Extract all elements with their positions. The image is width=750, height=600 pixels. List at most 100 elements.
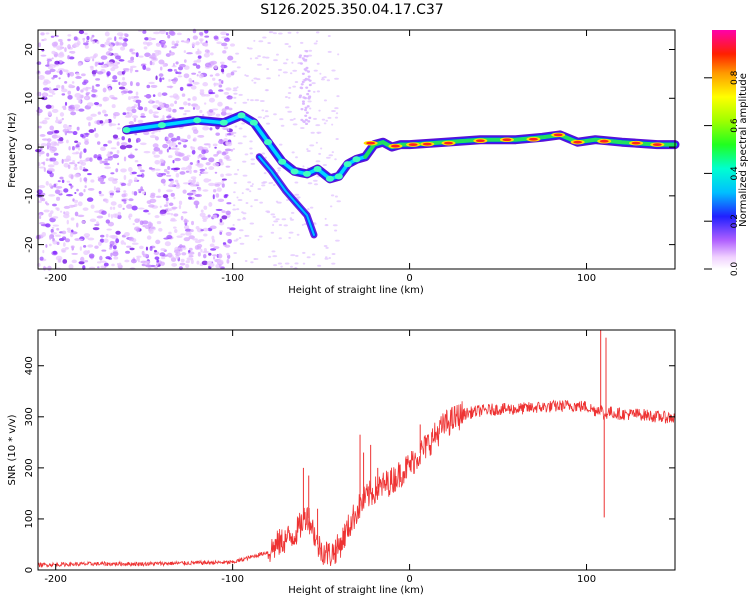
noise-speck <box>42 249 45 254</box>
noise-speck <box>273 264 278 267</box>
noise-speck <box>44 93 47 98</box>
noise-speck <box>196 58 202 63</box>
noise-speck <box>327 34 331 37</box>
noise-speck <box>197 135 205 138</box>
noise-speck <box>76 222 79 228</box>
noise-speck <box>225 33 230 36</box>
noise-speck <box>202 189 209 192</box>
noise-speck <box>328 154 334 157</box>
noise-speck <box>152 104 159 109</box>
noise-speck <box>44 117 50 120</box>
noise-speck <box>315 40 318 43</box>
noise-speck <box>175 173 180 178</box>
noise-speck <box>146 235 152 240</box>
noise-speck <box>166 136 170 140</box>
noise-speck <box>53 152 59 156</box>
noise-speck <box>281 218 287 221</box>
noise-speck <box>159 158 165 163</box>
ridge-hotspot-core <box>390 144 400 148</box>
noise-speck <box>337 53 340 56</box>
noise-speck <box>203 52 210 58</box>
snr-y-label: SNR (10 * v/v) <box>7 414 18 485</box>
noise-speck <box>110 172 115 175</box>
noise-speck <box>253 81 257 84</box>
noise-speck <box>124 259 130 263</box>
noise-speck <box>68 264 74 270</box>
noise-speck <box>259 201 263 204</box>
noise-speck <box>92 73 96 77</box>
noise-speck <box>173 226 177 229</box>
noise-speck <box>166 148 169 153</box>
noise-speck <box>331 151 334 154</box>
noise-speck <box>52 216 59 219</box>
noise-speck <box>224 244 231 248</box>
noise-speck <box>296 31 299 34</box>
noise-speck <box>151 131 155 135</box>
noise-speck <box>99 193 105 197</box>
noise-speck <box>131 106 136 109</box>
snr-y-tick-label: 300 <box>24 407 35 426</box>
noise-speck <box>74 163 78 167</box>
noise-speck <box>83 177 88 182</box>
noise-speck <box>295 254 299 257</box>
noise-speck <box>174 94 180 100</box>
noise-speck <box>48 212 53 218</box>
noise-speck <box>100 181 106 185</box>
noise-speck <box>282 71 288 74</box>
noise-speck <box>154 214 160 219</box>
noise-speck <box>40 32 45 36</box>
noise-speck <box>204 35 210 38</box>
noise-speck <box>45 158 49 162</box>
noise-speck <box>81 220 86 224</box>
noise-speck <box>47 65 54 70</box>
noise-speck <box>204 49 210 53</box>
noise-speck <box>328 257 332 260</box>
noise-speck <box>76 86 80 92</box>
noise-speck <box>78 261 85 265</box>
noise-speck <box>100 43 105 48</box>
noise-speck <box>242 212 247 215</box>
noise-speck <box>84 96 89 100</box>
spectrogram-y-tick-label: 0 <box>24 144 35 150</box>
noise-speck <box>133 117 137 122</box>
noise-speck <box>94 245 99 249</box>
noise-speck <box>91 89 98 93</box>
noise-speck <box>95 84 100 87</box>
noise-speck <box>149 246 153 251</box>
noise-speck <box>277 74 281 77</box>
noise-speck <box>253 39 256 42</box>
noise-speck <box>188 247 193 251</box>
noise-speck <box>323 122 327 125</box>
noise-speck <box>169 208 172 212</box>
noise-speck <box>317 132 320 135</box>
noise-speck <box>273 113 277 116</box>
noise-speck <box>259 99 265 102</box>
noise-speck <box>159 77 162 83</box>
noise-speck <box>236 86 239 89</box>
noise-speck <box>304 114 308 117</box>
noise-speck <box>36 108 43 114</box>
noise-speck <box>149 60 153 66</box>
noise-speck <box>138 55 144 58</box>
noise-speck <box>169 51 175 56</box>
noise-speck <box>75 144 80 148</box>
noise-speck <box>62 242 66 247</box>
noise-speck <box>305 86 309 89</box>
noise-speck <box>221 178 227 181</box>
noise-speck <box>78 30 85 35</box>
noise-speck <box>115 187 121 191</box>
noise-speck <box>107 118 112 124</box>
noise-speck <box>312 90 316 93</box>
noise-speck <box>304 118 308 122</box>
noise-speck <box>173 196 176 200</box>
noise-speck <box>199 109 203 114</box>
noise-speck <box>105 219 110 224</box>
noise-speck <box>278 32 283 35</box>
noise-speck <box>278 237 282 240</box>
noise-speck <box>154 168 161 171</box>
spectrogram-x-tick-label: -200 <box>44 273 67 284</box>
noise-speck <box>298 54 302 57</box>
noise-speck <box>127 59 135 63</box>
noise-speck <box>161 92 168 96</box>
noise-speck <box>232 89 238 92</box>
